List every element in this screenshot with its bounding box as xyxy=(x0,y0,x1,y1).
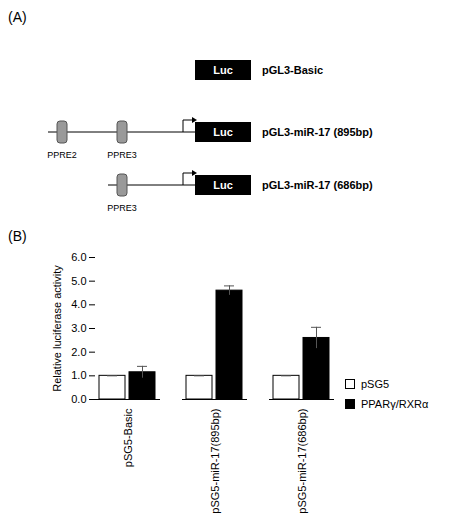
svg-text:PPRE2: PPRE2 xyxy=(47,150,77,160)
svg-text:Luc: Luc xyxy=(213,64,233,76)
svg-text:pGL3-miR-17 (686bp): pGL3-miR-17 (686bp) xyxy=(262,179,373,191)
svg-text:pSG5-miR-17(686bp): pSG5-miR-17(686bp) xyxy=(296,409,308,514)
svg-text:Luc: Luc xyxy=(213,126,233,138)
svg-text:3.0: 3.0 xyxy=(71,322,86,334)
svg-text:1.0: 1.0 xyxy=(71,369,86,381)
svg-text:pSG5-miR-17(895bp): pSG5-miR-17(895bp) xyxy=(209,409,221,514)
svg-text:(A): (A) xyxy=(8,9,27,25)
svg-text:6.0: 6.0 xyxy=(71,251,86,263)
svg-text:PPRE3: PPRE3 xyxy=(107,150,137,160)
svg-text:Relative luciferase activity: Relative luciferase activity xyxy=(51,265,63,392)
svg-text:pGL3-miR-17 (895bp): pGL3-miR-17 (895bp) xyxy=(262,126,373,138)
html-text:PPARγ/RXRα: PPARγ/RXRα xyxy=(361,398,429,410)
html-text:pSG5: pSG5 xyxy=(361,378,390,390)
svg-text:0.0: 0.0 xyxy=(71,393,86,405)
svg-text:Luc: Luc xyxy=(213,179,233,191)
html-text:(B): (B) xyxy=(8,228,27,244)
svg-text:2.0: 2.0 xyxy=(71,346,86,358)
svg-text:pSG5-Basic: pSG5-Basic xyxy=(122,408,134,467)
svg-text:PPRE3: PPRE3 xyxy=(107,203,137,213)
svg-text:5.0: 5.0 xyxy=(71,275,86,287)
svg-text:pGL3-Basic: pGL3-Basic xyxy=(262,64,323,76)
svg-text:4.0: 4.0 xyxy=(71,298,86,310)
